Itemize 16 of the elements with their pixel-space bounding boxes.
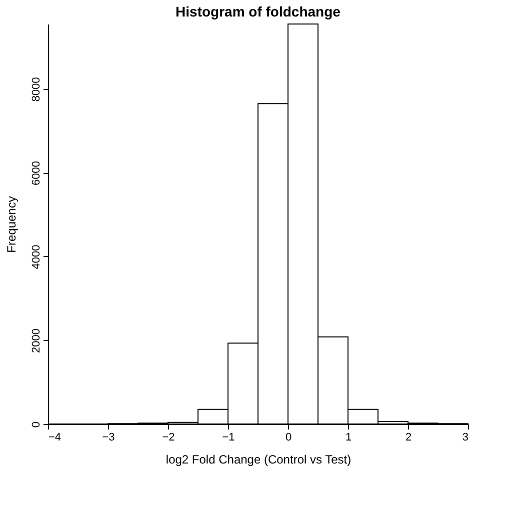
x-tick-label: 2 [405,432,412,444]
x-tick-label: 0 [285,432,292,444]
y-tick-label: 4000 [30,244,42,270]
x-tick-label: −4 [48,432,62,444]
x-tick-label: 3 [462,432,468,444]
y-tick-label: 0 [30,421,42,428]
chart-title: Histogram of foldchange [176,4,341,20]
x-tick-label: 1 [345,432,352,444]
x-tick-label: −1 [222,432,235,444]
y-axis-title: Frequency [4,196,18,253]
y-tick-label: 8000 [30,77,42,102]
x-tick-label: −3 [102,432,115,444]
x-tick-label: −2 [162,432,175,444]
x-axis-title: log2 Fold Change (Control vs Test) [166,452,352,466]
y-tick-label: 2000 [30,328,42,353]
y-tick-label: 6000 [30,160,42,186]
